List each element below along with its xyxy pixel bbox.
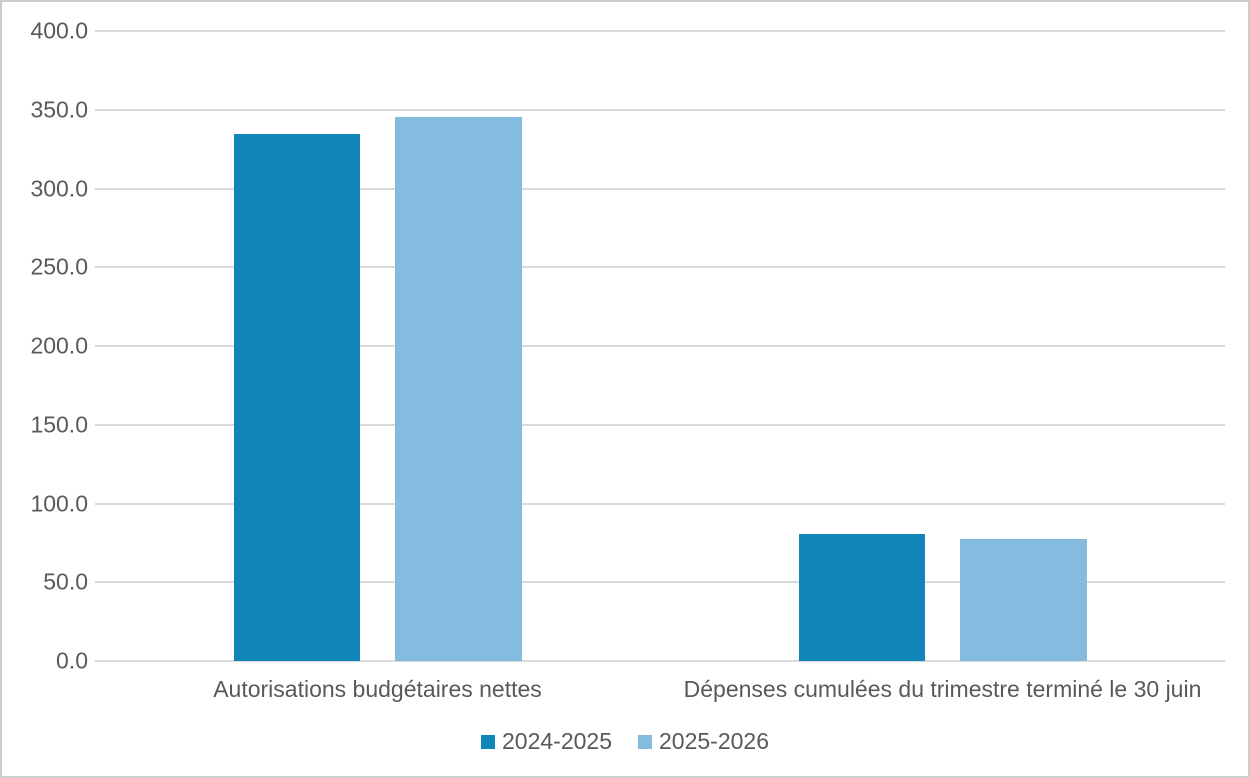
legend-swatch-icon [638,734,652,749]
legend: 2024-2025 2025-2026 [2,728,1248,755]
gridline [95,581,1225,584]
legend-item: 2024-2025 [481,728,612,755]
y-tick-label: 0.0 [56,647,88,674]
gridline [95,266,1225,269]
bar-2025-2026-cat1 [395,116,522,661]
y-tick-label: 300.0 [30,175,88,201]
gridline [95,345,1225,347]
legend-label: 2024-2025 [502,728,612,754]
gridline [95,30,1225,32]
gridline [95,660,1225,662]
bar-2024-2025-cat2 [798,534,925,661]
y-tick-label: 200.0 [30,332,88,359]
gridline [95,108,1225,111]
y-tick-label: 250.0 [30,253,88,280]
y-tick-label: 100.0 [30,490,88,516]
category-label: Dépenses cumulées du trimestre terminé l… [683,676,1202,702]
bar-2025-2026-cat2 [960,538,1087,661]
y-tick-label: 150.0 [30,411,88,438]
category-label: Autorisations budgétaires nettes [213,676,542,702]
gridline [95,423,1225,426]
y-tick-label: 400.0 [30,17,88,44]
bar-2024-2025-cat1 [233,133,360,661]
gridline [95,187,1225,190]
y-tick-label: 350.0 [30,96,88,123]
gridline [95,502,1225,505]
y-tick-label: 50.0 [43,568,88,595]
legend-label: 2025-2026 [659,728,769,754]
legend-swatch-icon [481,734,495,749]
legend-item: 2025-2026 [638,728,769,755]
